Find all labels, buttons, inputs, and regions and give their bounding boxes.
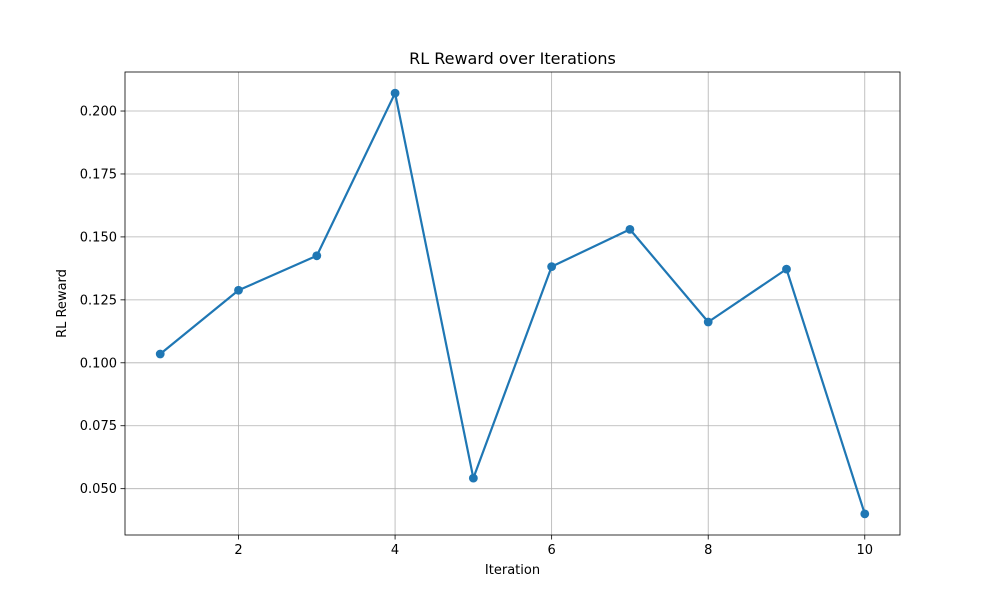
data-point bbox=[312, 251, 322, 261]
y-axis-label: RL Reward bbox=[55, 269, 70, 338]
chart-title: RL Reward over Iterations bbox=[409, 49, 616, 68]
y-tick-label: 0.175 bbox=[80, 167, 117, 182]
data-point bbox=[860, 509, 870, 519]
grid bbox=[125, 72, 900, 535]
data-point bbox=[625, 224, 635, 234]
series-layer bbox=[155, 88, 870, 519]
data-point bbox=[547, 262, 557, 272]
data-point bbox=[782, 264, 791, 274]
plot-area bbox=[125, 72, 900, 535]
y-tick-label: 0.150 bbox=[80, 230, 117, 245]
y-tick-label: 0.200 bbox=[80, 105, 117, 120]
y-tick-label: 0.100 bbox=[80, 356, 117, 371]
y-axis-ticks: 0.050 0.075 0.100 0.125 0.150 0.175 0.200 bbox=[80, 105, 125, 497]
y-tick-label: 0.125 bbox=[80, 293, 117, 308]
data-point bbox=[703, 317, 713, 327]
data-point bbox=[155, 349, 165, 359]
x-tick-label: 2 bbox=[234, 543, 242, 558]
data-point bbox=[234, 285, 243, 295]
x-tick-label: 4 bbox=[391, 543, 399, 558]
x-axis-ticks: 2 4 6 8 10 bbox=[234, 535, 873, 558]
data-point bbox=[468, 473, 478, 483]
x-tick-label: 8 bbox=[704, 543, 712, 558]
series-line bbox=[159, 92, 866, 515]
data-point bbox=[390, 88, 400, 98]
x-axis-label: Iteration bbox=[485, 563, 540, 578]
y-tick-label: 0.050 bbox=[80, 482, 117, 497]
axes-frame bbox=[124, 71, 901, 536]
x-tick-label: 6 bbox=[548, 543, 556, 558]
x-tick-label: 10 bbox=[856, 543, 873, 558]
y-tick-label: 0.075 bbox=[80, 419, 117, 434]
